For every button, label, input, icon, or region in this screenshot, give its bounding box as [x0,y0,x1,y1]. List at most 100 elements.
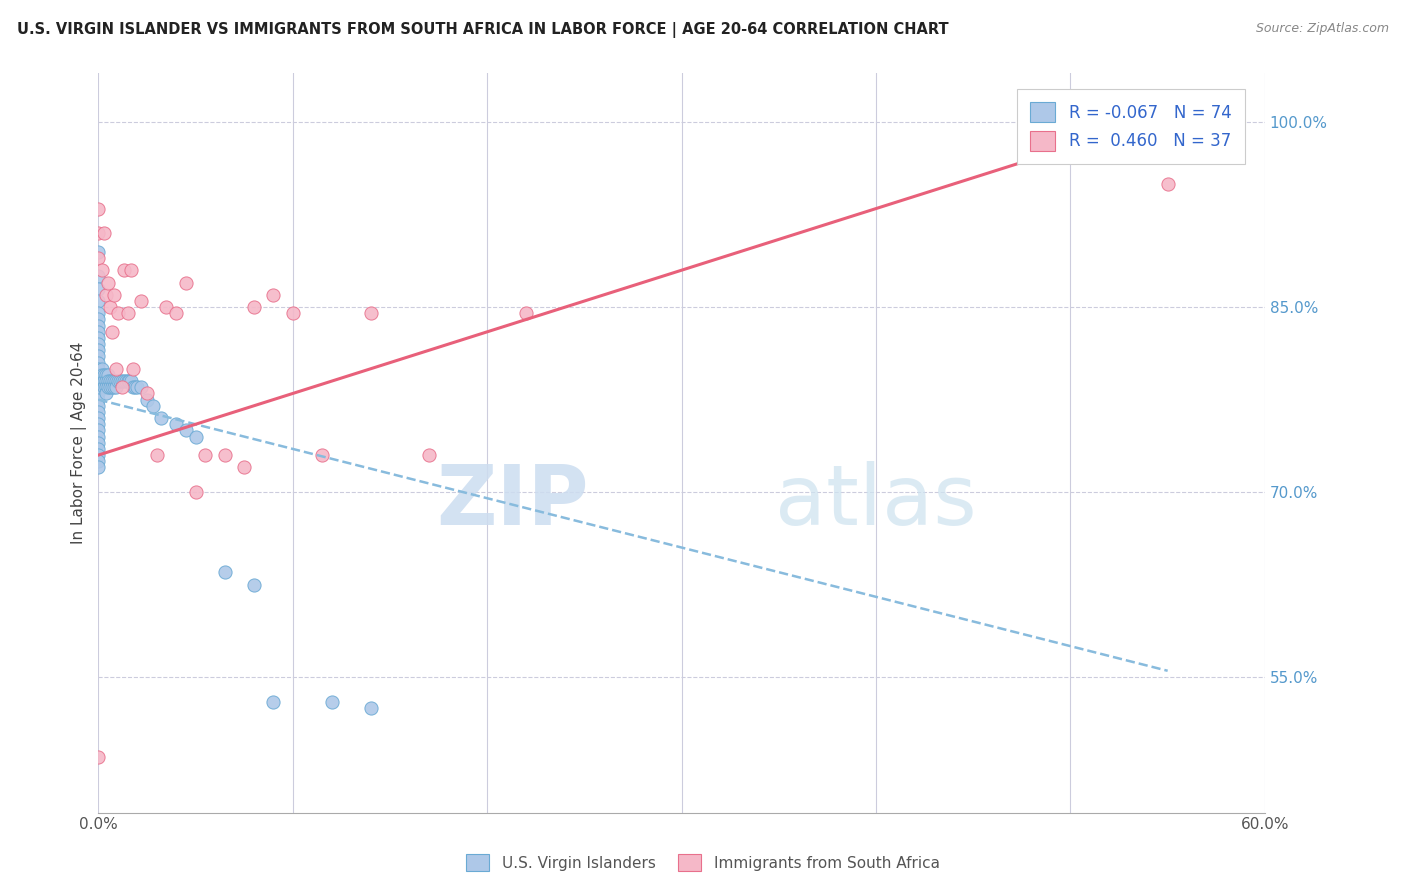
Point [214,565,236,579]
Point [87,392,110,407]
Point [136,386,159,401]
Point [94,368,117,382]
Point [87,405,110,419]
Legend: R = -0.067   N = 74, R =  0.460   N = 37: R = -0.067 N = 74, R = 0.460 N = 37 [1017,88,1244,164]
Point [515,306,537,320]
Point [97,380,120,394]
Point [165,417,187,432]
Text: atlas: atlas [775,461,977,542]
Point [184,429,207,443]
Point [93,368,115,382]
Point [1156,177,1178,191]
Point [103,380,125,394]
Point [104,380,127,394]
Text: ZIP: ZIP [436,461,588,542]
Point [101,380,124,394]
Point [111,374,134,388]
Point [87,417,110,432]
Point [101,325,124,339]
Point [87,424,110,438]
Point [87,269,110,284]
Point [145,448,167,462]
Point [94,374,117,388]
Point [94,288,117,302]
Point [142,399,165,413]
Point [87,411,110,425]
Point [87,312,110,326]
Point [98,380,121,394]
Point [114,374,136,388]
Point [97,276,120,290]
Point [311,448,333,462]
Point [360,306,382,320]
Point [1156,109,1178,123]
Point [87,368,110,382]
Point [136,392,159,407]
Point [91,368,114,382]
Point [101,374,124,388]
Point [117,306,139,320]
Point [98,374,121,388]
Point [112,263,135,277]
Point [129,380,152,394]
Point [262,695,284,709]
Point [94,386,117,401]
Point [91,374,114,388]
Point [155,300,177,314]
Point [321,695,343,709]
Point [129,293,152,308]
Point [233,460,256,475]
Point [97,368,120,382]
Point [91,361,114,376]
Point [103,288,125,302]
Point [111,380,134,394]
Point [360,700,382,714]
Point [87,442,110,456]
Point [108,374,131,388]
Point [174,424,197,438]
Point [91,263,114,277]
Point [418,448,440,462]
Point [122,380,145,394]
Point [87,454,110,468]
Legend: U.S. Virgin Islanders, Immigrants from South Africa: U.S. Virgin Islanders, Immigrants from S… [460,848,946,877]
Point [87,386,110,401]
Point [87,331,110,345]
Point [97,374,120,388]
Point [87,374,110,388]
Point [87,251,110,265]
Point [93,226,115,240]
Point [120,263,142,277]
Point [98,300,121,314]
Point [93,374,115,388]
Point [243,577,266,591]
Point [87,750,110,764]
Point [107,374,129,388]
Point [194,448,217,462]
Point [87,399,110,413]
Point [243,300,266,314]
Point [87,293,110,308]
Y-axis label: In Labor Force | Age 20-64: In Labor Force | Age 20-64 [72,342,87,544]
Point [104,374,127,388]
Point [87,244,110,259]
Point [149,411,172,425]
Point [87,202,110,216]
Point [118,374,141,388]
Point [87,350,110,364]
Point [87,448,110,462]
Point [122,361,145,376]
Point [87,435,110,450]
Point [120,374,142,388]
Point [87,306,110,320]
Point [165,306,187,320]
Point [103,374,125,388]
Point [87,282,110,296]
Point [124,380,146,394]
Point [87,429,110,443]
Text: U.S. VIRGIN ISLANDER VS IMMIGRANTS FROM SOUTH AFRICA IN LABOR FORCE | AGE 20-64 : U.S. VIRGIN ISLANDER VS IMMIGRANTS FROM … [17,22,949,38]
Text: Source: ZipAtlas.com: Source: ZipAtlas.com [1256,22,1389,36]
Point [87,361,110,376]
Point [87,318,110,333]
Point [127,380,149,394]
